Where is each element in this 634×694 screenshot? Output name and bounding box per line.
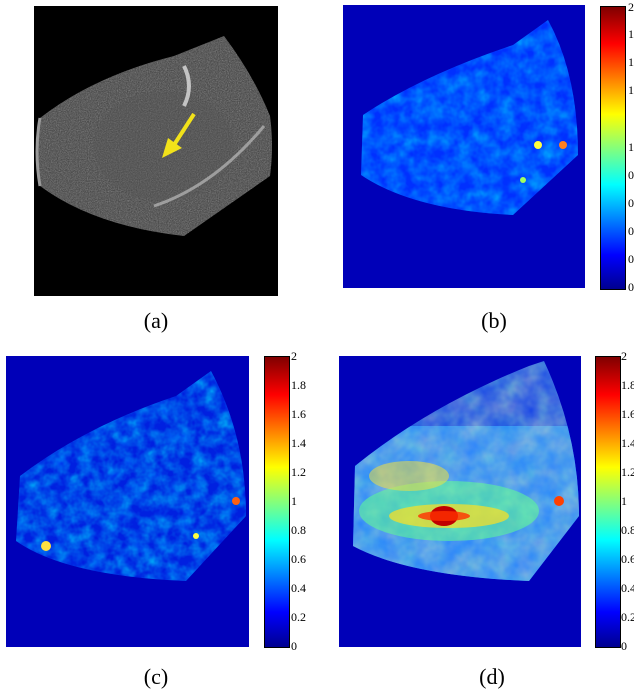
colorbar-b [600,6,626,290]
tick-label: 2 [621,349,627,363]
tick-label: 0 [621,639,627,653]
tick-label: 1 [628,140,634,154]
ultrasound-image [34,6,278,296]
tick-label: 0.4 [621,581,634,595]
tick-label: 0. [628,168,634,182]
caption-a: (a) [143,308,169,333]
tick-label: 0.8 [291,523,306,537]
colorbar-c [264,356,290,648]
arrow-icon [162,112,196,158]
tick-label: 1.8 [291,378,306,392]
tick-label: 0.6 [291,552,306,566]
tick-label: 2 [628,0,634,14]
tick-label: 1.4 [291,436,306,450]
tick-label: 1. [628,27,634,41]
tick-label: 0 [628,280,634,294]
tick-label: 0.8 [621,523,634,537]
tick-label: 0.2 [621,610,634,624]
tick-label: 0. [628,252,634,266]
tick-label: 1.8 [621,378,634,392]
tick-label: 0.4 [291,581,306,595]
heatmap-image [343,5,585,288]
tick-label: 1.4 [621,436,634,450]
heatmap-image [6,356,249,647]
tick-label: 0. [628,196,634,210]
tick-label: 1.2 [621,465,634,479]
tick-label: 1.6 [621,407,634,421]
tick-label: 0 [291,639,297,653]
caption-c: (c) [143,664,169,689]
tick-label: 2 [291,349,297,363]
caption-d: (d) [479,664,505,689]
tick-label: 1.6 [291,407,306,421]
tick-label: 0. [628,224,634,238]
tick-label: 0.6 [621,552,634,566]
tick-label: 1. [628,55,634,69]
tick-label: 0.2 [291,610,306,624]
tick-label: 1. [628,83,634,97]
colorbar-d [595,356,621,648]
heatmap-image [339,356,581,647]
tick-label: 1 [621,494,627,508]
caption-b: (b) [481,308,507,333]
tick-label: 1.2 [291,465,306,479]
tick-label: 1 [291,494,297,508]
